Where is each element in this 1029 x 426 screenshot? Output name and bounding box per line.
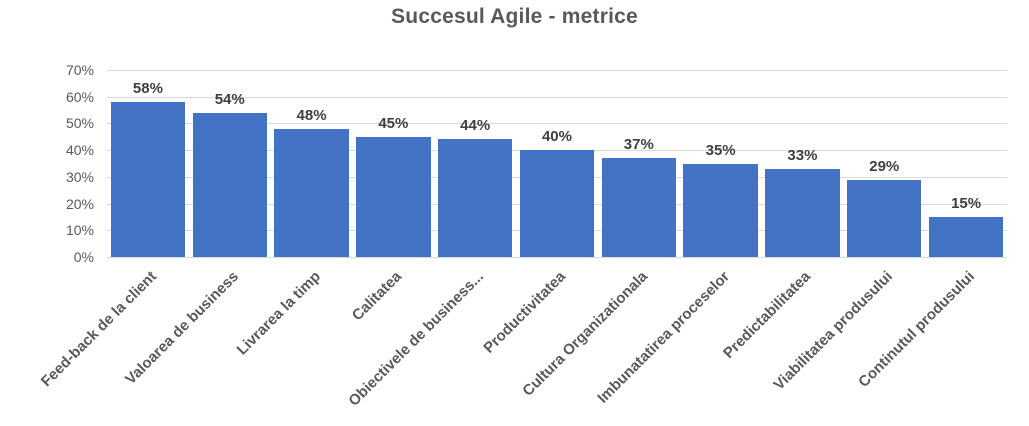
bar: [437, 139, 513, 257]
x-category-label: Livrarea la timp: [233, 268, 324, 359]
bar: [928, 216, 1004, 257]
x-category-label: Feed-back de la client: [37, 268, 160, 391]
y-tick-label: 10%: [65, 222, 94, 239]
bar: [601, 158, 677, 257]
chart-title: Succesul Agile - metrice: [391, 5, 638, 28]
bar-value-label: 15%: [951, 194, 982, 212]
x-category-label: Imbunatatirea proceselor: [593, 268, 733, 407]
x-category-label: Obiectivele de business...: [345, 268, 488, 410]
x-category-label: Productivitatea: [480, 268, 570, 357]
bar-value-label: 45%: [378, 114, 409, 132]
bar: [110, 102, 186, 257]
gridline: [107, 96, 1007, 98]
bar-value-label: 58%: [132, 80, 163, 98]
bar-value-label: 44%: [460, 117, 491, 135]
bar-value-label: 29%: [869, 157, 900, 175]
x-category-label: Continutul produsului: [855, 268, 979, 391]
bar: [847, 179, 922, 257]
y-tick-label: 20%: [65, 195, 94, 212]
bar: [765, 168, 840, 257]
y-tick-label: 70%: [65, 62, 94, 78]
y-tick-label: 60%: [65, 88, 94, 105]
y-tick-label: 0%: [73, 249, 94, 265]
x-category-label: Valoarea de business: [121, 268, 242, 388]
bar-value-label: 37%: [623, 136, 654, 154]
bar-value-label: 40%: [541, 128, 572, 146]
y-tick-label: 50%: [65, 115, 94, 132]
bar-value-label: 54%: [214, 90, 245, 108]
bar-value-label: 35%: [705, 141, 736, 159]
y-tick-label: 40%: [65, 142, 94, 159]
bar: [356, 136, 431, 257]
gridline: [107, 257, 1007, 258]
bar: [519, 150, 595, 257]
plot-area: 58% 54% 48% 45% 44% 40% 37% 35% 33% 29% 15%: [107, 70, 1007, 258]
gridline: [107, 123, 1007, 125]
bar: [683, 163, 758, 257]
bar: [274, 128, 349, 257]
bar-value-label: 33%: [787, 146, 818, 164]
bar-value-label: 48%: [296, 106, 327, 124]
bar: [192, 112, 267, 257]
x-category-label: Cultura Organizationala: [519, 268, 651, 400]
x-category-label: Viabilitatea produsului: [770, 268, 897, 394]
gridline: [107, 70, 1007, 71]
y-tick-label: 30%: [65, 168, 94, 185]
